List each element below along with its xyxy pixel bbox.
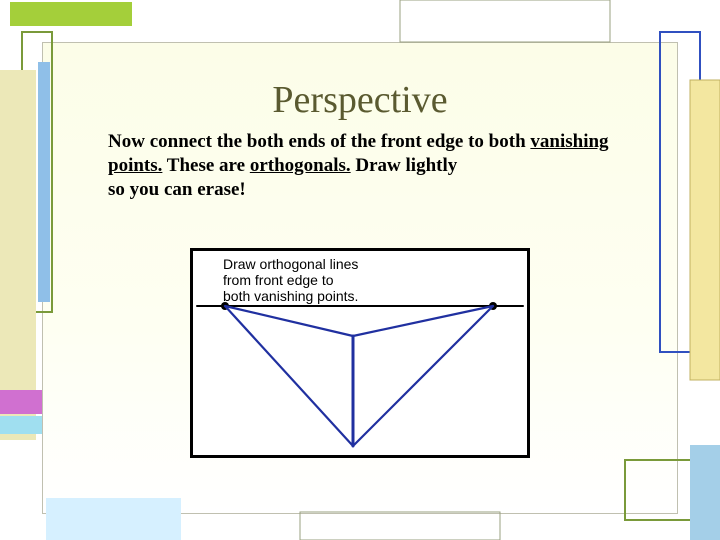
body-underlined-2: orthogonals. [250,155,351,176]
slide-body-text: Now connect the both ends of the front e… [108,130,628,201]
svg-text:Draw orthogonal lines: Draw orthogonal lines [223,256,358,272]
body-run-1: Now connect the both ends of the front e… [108,131,530,152]
perspective-diagram: Draw orthogonal linesfrom front edge tob… [190,248,530,458]
body-run-3: Draw lightly [351,155,458,176]
perspective-diagram-svg: Draw orthogonal linesfrom front edge tob… [193,251,527,455]
slide-title: Perspective [0,78,720,122]
svg-text:from front edge to: from front edge to [223,272,334,288]
body-run-4: so you can erase! [108,179,246,200]
svg-text:both vanishing points.: both vanishing points. [223,288,358,304]
body-run-2: These are [162,155,249,176]
